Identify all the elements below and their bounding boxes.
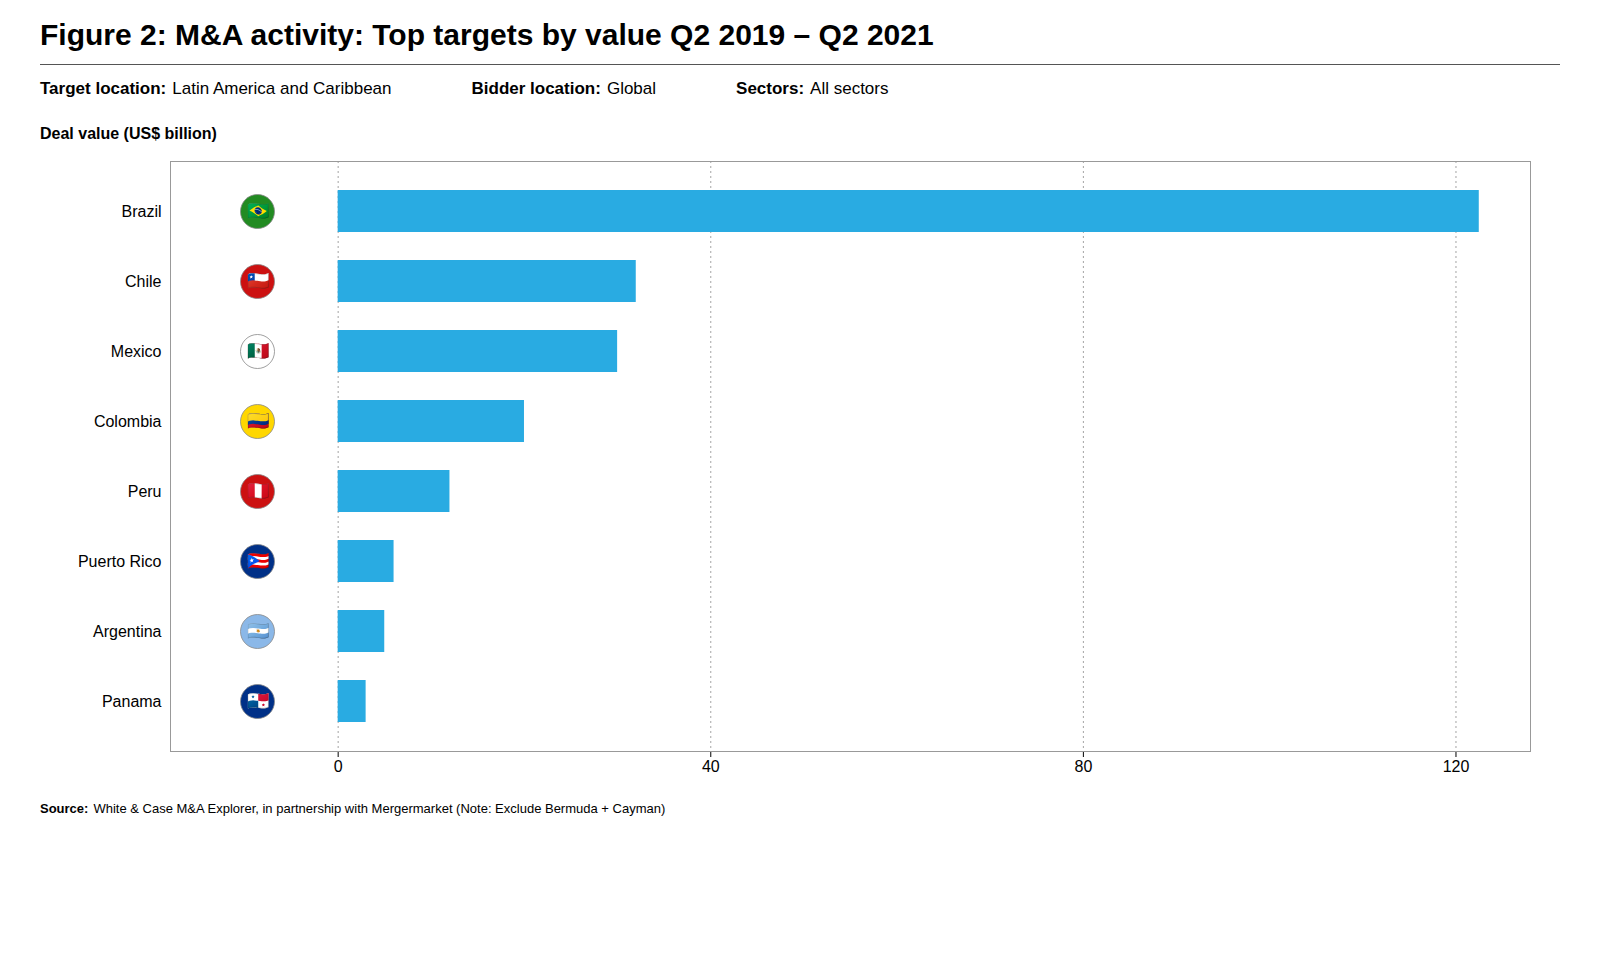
svg-text:Brazil: Brazil — [121, 203, 161, 220]
html-text:Deal value (US$ billion): Deal value (US$ billion) — [40, 125, 217, 142]
html-text:Bidder location: Global: Bidder location: Global — [471, 79, 656, 98]
svg-text:🇵🇪: 🇵🇪 — [247, 481, 269, 501]
svg-text:Argentina: Argentina — [93, 623, 162, 640]
svg-text:🇦🇷: 🇦🇷 — [247, 621, 269, 641]
svg-text:Chile: Chile — [125, 273, 162, 290]
svg-text:Peru: Peru — [128, 483, 162, 500]
html-text:Target location: Latin America: Target location: Latin America and Carib… — [40, 79, 392, 98]
html-text:Figure 2: M&A activity: Top ta: Figure 2: M&A activity: Top targets by v… — [40, 18, 934, 51]
html-text:Sectors: All sectors: Sectors: All sectors — [736, 79, 889, 98]
svg-text:40: 40 — [702, 758, 720, 775]
svg-text:80: 80 — [1074, 758, 1092, 775]
svg-text:🇧🇷: 🇧🇷 — [247, 201, 269, 221]
svg-text:🇵🇷: 🇵🇷 — [247, 551, 269, 571]
svg-text:Colombia: Colombia — [94, 413, 162, 430]
svg-text:🇨🇴: 🇨🇴 — [247, 411, 269, 431]
svg-text:🇵🇦: 🇵🇦 — [247, 691, 269, 711]
svg-text:120: 120 — [1443, 758, 1470, 775]
svg-text:Mexico: Mexico — [111, 343, 162, 360]
svg-text:Puerto Rico: Puerto Rico — [78, 553, 162, 570]
html-text:Source: White & Case M&A Explo: Source: White & Case M&A Explorer, in pa… — [40, 801, 666, 816]
svg-text:Panama: Panama — [102, 693, 162, 710]
svg-text:🇨🇱: 🇨🇱 — [247, 271, 269, 291]
svg-text:🇲🇽: 🇲🇽 — [247, 341, 269, 361]
svg-text:0: 0 — [334, 758, 343, 775]
